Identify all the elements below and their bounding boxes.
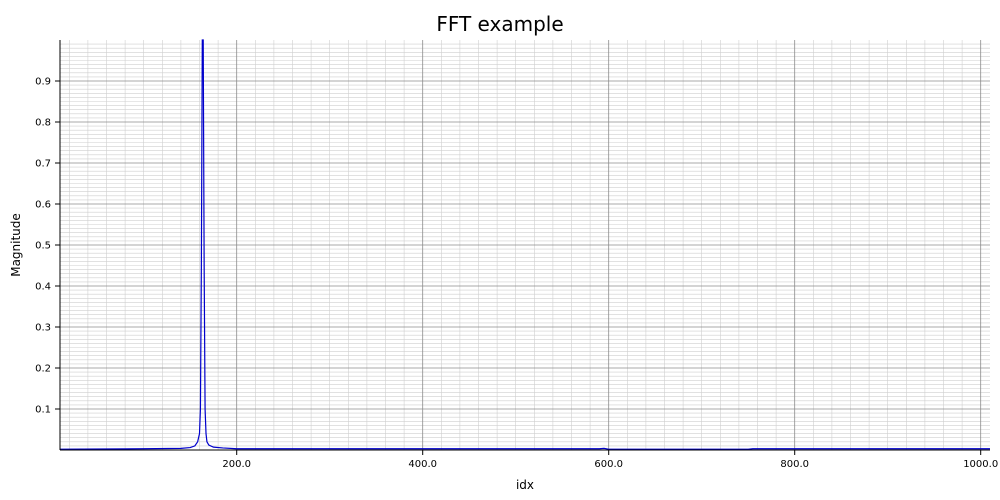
y-tick-label: 0.9 <box>35 77 51 88</box>
major-grid <box>60 40 990 450</box>
x-axis-label: idx <box>516 478 534 492</box>
y-tick-label: 0.1 <box>35 405 51 416</box>
y-axis-ticks: 0.1 0.2 0.3 0.4 0.5 0.6 0.7 0.8 0.9 <box>35 77 60 416</box>
x-tick-label: 400.0 <box>408 459 437 470</box>
y-tick-label: 0.2 <box>35 364 51 375</box>
x-axis-ticks: 200.0 400.0 600.0 800.0 1000.0 <box>222 450 998 470</box>
y-tick-label: 0.8 <box>35 118 51 129</box>
x-tick-label: 200.0 <box>222 459 251 470</box>
y-tick-label: 0.7 <box>35 159 51 170</box>
x-tick-label: 800.0 <box>780 459 809 470</box>
plot-area <box>59 39 990 450</box>
series-line-0 <box>59 39 990 450</box>
y-tick-label: 0.4 <box>35 282 51 293</box>
y-tick-label: 0.5 <box>35 241 51 252</box>
y-tick-label: 0.3 <box>35 323 51 334</box>
chart-title: FFT example <box>436 12 563 36</box>
y-tick-label: 0.6 <box>35 200 51 211</box>
x-tick-label: 1000.0 <box>963 459 998 470</box>
y-axis-label: Magnitude <box>9 213 23 277</box>
x-tick-label: 600.0 <box>594 459 623 470</box>
